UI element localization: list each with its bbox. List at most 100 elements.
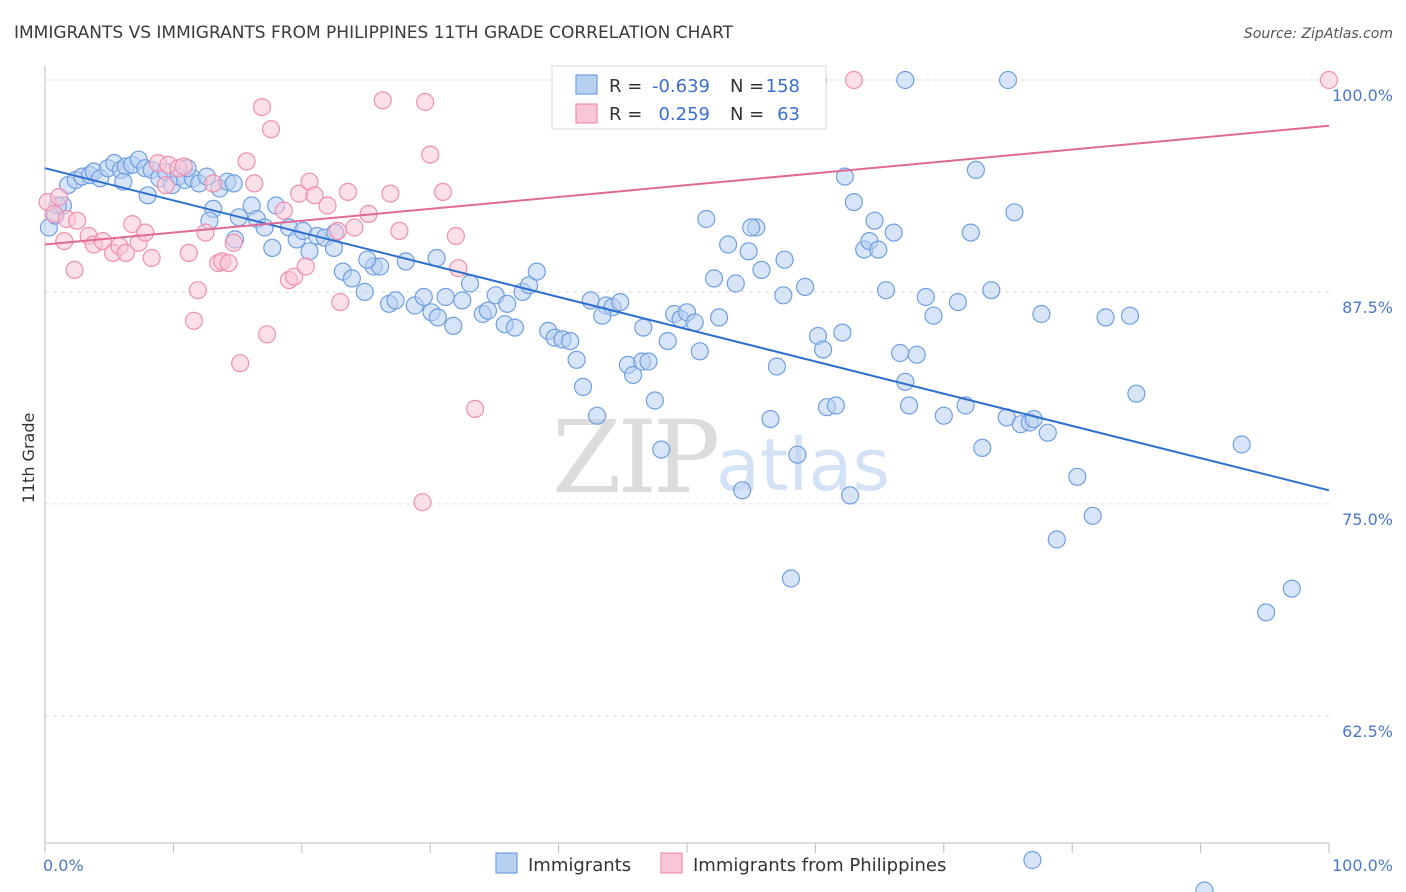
- point-immigrants: [896, 70, 915, 90]
- point-immigrants: [224, 174, 243, 193]
- point-immigrants: [973, 438, 992, 457]
- point-philippines: [55, 232, 74, 251]
- point-philippines: [274, 201, 293, 220]
- point-philippines: [123, 215, 142, 234]
- point-immigrants: [704, 269, 724, 288]
- point-immigrants: [639, 352, 658, 371]
- point-philippines: [188, 281, 207, 300]
- point-philippines: [252, 97, 272, 117]
- point-immigrants: [1195, 881, 1214, 892]
- point-philippines: [196, 223, 215, 242]
- point-philippines: [328, 221, 347, 240]
- point-immigrants: [428, 308, 447, 327]
- point-immigrants: [414, 287, 433, 307]
- point-immigrants: [813, 340, 833, 359]
- point-philippines: [446, 226, 465, 246]
- point-immigrants: [826, 396, 846, 415]
- point-immigrants: [840, 486, 860, 505]
- point-immigrants: [300, 242, 319, 261]
- point-philippines: [237, 152, 256, 171]
- point-philippines: [204, 174, 223, 193]
- point-immigrants: [916, 287, 935, 307]
- chart-source: Source: ZipAtlas.com: [1244, 26, 1393, 42]
- legend-label-philippines: Immigrants from Philippines: [693, 855, 946, 876]
- point-immigrants: [907, 345, 926, 364]
- point-immigrants: [961, 223, 980, 242]
- stats-n-immigrants: 158: [766, 76, 800, 97]
- point-immigrants: [739, 242, 758, 261]
- point-immigrants: [1232, 435, 1251, 454]
- point-immigrants: [436, 287, 455, 307]
- point-immigrants: [460, 274, 480, 293]
- y-tick-label: 87.5%: [1342, 298, 1393, 317]
- point-immigrants: [1083, 506, 1102, 525]
- point-philippines: [1319, 70, 1339, 90]
- point-immigrants: [774, 286, 793, 305]
- point-immigrants: [876, 281, 896, 300]
- point-immigrants: [775, 250, 794, 269]
- point-immigrants: [444, 316, 463, 335]
- series-legend: Immigrants Immigrants from Philippines: [495, 852, 946, 876]
- point-immigrants: [498, 294, 517, 313]
- point-philippines: [65, 260, 84, 279]
- series-immigrants-points: [39, 70, 1301, 892]
- point-immigrants: [795, 277, 815, 296]
- point-immigrants: [527, 262, 546, 281]
- stats-r-label-philippines: R =: [609, 104, 642, 125]
- point-philippines: [179, 243, 198, 262]
- stats-n-label-philippines: N =: [730, 104, 764, 125]
- point-immigrants: [634, 318, 653, 337]
- point-immigrants: [924, 306, 943, 325]
- point-immigrants: [833, 323, 852, 342]
- point-philippines: [318, 196, 337, 215]
- point-philippines: [261, 120, 281, 139]
- point-philippines: [219, 254, 238, 273]
- point-immigrants: [505, 318, 525, 337]
- point-immigrants: [396, 252, 415, 271]
- point-immigrants: [1005, 203, 1024, 222]
- point-immigrants: [767, 357, 787, 376]
- point-immigrants: [1127, 384, 1146, 403]
- stats-n-label-immigrants: N =: [730, 76, 764, 97]
- point-immigrants: [982, 281, 1001, 300]
- watermark: ZIP atlas: [552, 399, 890, 516]
- point-immigrants: [934, 406, 953, 425]
- point-immigrants: [869, 240, 888, 259]
- stats-r-philippines: 0.259: [658, 104, 710, 125]
- point-philippines: [184, 311, 203, 330]
- point-philippines: [390, 221, 409, 240]
- point-philippines: [136, 223, 155, 242]
- point-immigrants: [890, 343, 910, 363]
- point-immigrants: [781, 569, 801, 588]
- point-philippines: [381, 184, 400, 203]
- point-philippines: [285, 267, 304, 286]
- point-immigrants: [355, 282, 374, 301]
- point-immigrants: [386, 291, 405, 310]
- chart-title: IMMIGRANTS VS IMMIGRANTS FROM PHILIPPINE…: [14, 23, 734, 43]
- point-immigrants: [573, 377, 593, 396]
- point-immigrants: [567, 350, 586, 369]
- point-philippines: [421, 145, 440, 164]
- point-immigrants: [733, 481, 752, 500]
- point-immigrants: [1096, 308, 1115, 327]
- point-philippines: [116, 243, 136, 262]
- point-immigrants: [709, 308, 729, 327]
- point-immigrants: [966, 160, 986, 179]
- point-philippines: [338, 182, 358, 201]
- point-immigrants: [1120, 306, 1140, 325]
- point-philippines: [416, 92, 435, 112]
- point-immigrants: [1038, 423, 1057, 442]
- point-immigrants: [358, 250, 377, 269]
- point-immigrants: [611, 293, 630, 312]
- point-philippines: [345, 218, 364, 237]
- point-immigrants: [1023, 850, 1042, 870]
- point-philippines: [231, 354, 250, 373]
- point-immigrants: [697, 209, 716, 229]
- point-immigrants: [998, 70, 1018, 90]
- point-immigrants: [263, 238, 282, 257]
- point-philippines: [296, 257, 315, 276]
- point-philippines: [174, 157, 193, 176]
- point-philippines: [433, 182, 453, 201]
- x-tick-labels: 0.0% 100.0%: [43, 856, 1393, 875]
- x-tick-label-max: 100.0%: [1332, 856, 1393, 875]
